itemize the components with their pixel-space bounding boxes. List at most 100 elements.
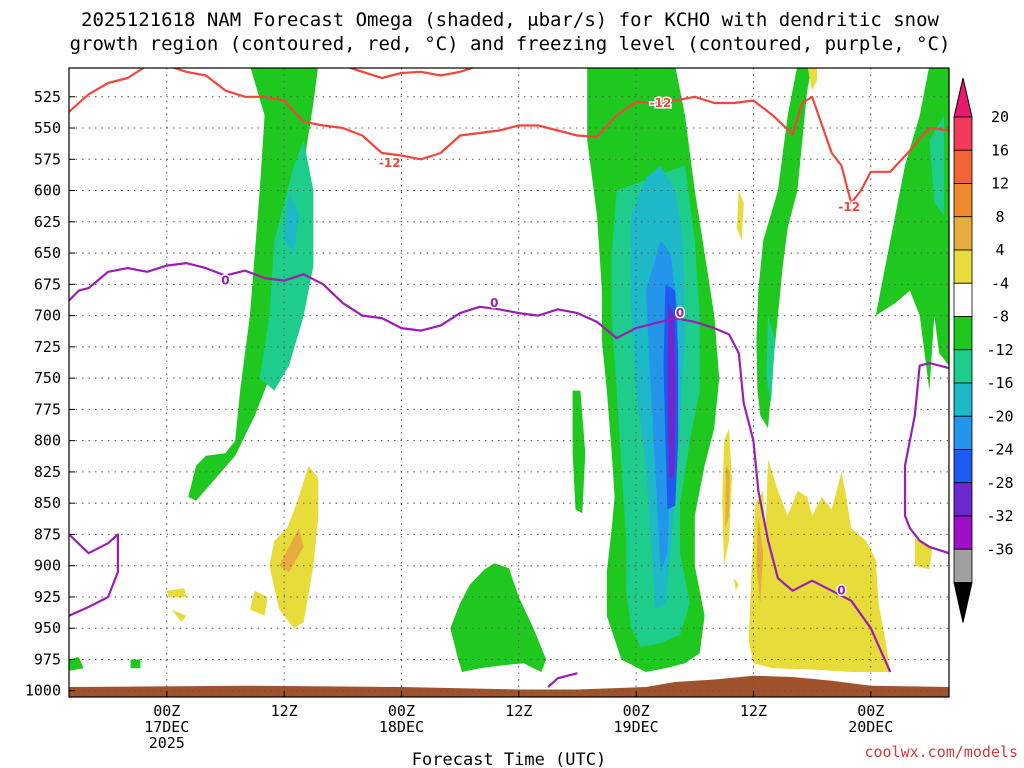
x-tick-label-54-1: 00Z bbox=[623, 702, 650, 720]
colorbar: 20 16 12 8 4 -4 -8 -12 -16 -20 -24 -28 -32 -36 bbox=[953, 77, 1014, 623]
x-tick-label-78-2: 20DEC bbox=[848, 718, 893, 736]
y-tick-label-675: 675 bbox=[34, 275, 61, 293]
omega-4-contour-yellow-downward-motion-region-6 bbox=[807, 68, 817, 91]
colorbar-level-6: -8 bbox=[991, 308, 1009, 326]
omega-4-contour-yellow-downward-motion-region-7 bbox=[736, 190, 744, 241]
colorbar-bin-11 bbox=[953, 482, 973, 517]
colorbar-level-7: -12 bbox=[986, 341, 1013, 359]
omega-4-contour-green-upward-motion-region-1 bbox=[450, 563, 547, 672]
y-tick-label-600: 600 bbox=[34, 182, 61, 200]
y-tick-label-575: 575 bbox=[34, 150, 61, 168]
y-tick-label-650: 650 bbox=[34, 244, 61, 262]
contour-line-layer bbox=[69, 68, 949, 688]
omega-4-contour-green-upward-motion-region-0 bbox=[188, 68, 318, 501]
x-tick-label-66-1: 12Z bbox=[740, 702, 767, 720]
colorbar-bin-13 bbox=[953, 548, 973, 583]
freezing-level-0-c-purple-contour-label-3: 0 bbox=[837, 584, 845, 598]
omega-4-contour-green-upward-motion-region-6 bbox=[69, 657, 84, 671]
pressure-axis: 525 550 575 600 625 650 675 700 725 750 775 800 825 8… bbox=[25, 88, 75, 700]
colorbar-level-9: -20 bbox=[986, 407, 1013, 425]
y-tick-label-700: 700 bbox=[34, 307, 61, 325]
x-tick-label-78-1: 00Z bbox=[857, 702, 884, 720]
plot-frame bbox=[68, 67, 950, 698]
y-tick-label-525: 525 bbox=[34, 88, 61, 106]
y-tick-label-775: 775 bbox=[34, 400, 61, 418]
y-tick-label-800: 800 bbox=[34, 432, 61, 450]
colorbar-level-8: -16 bbox=[986, 374, 1013, 392]
colorbar-level-2: 12 bbox=[991, 175, 1009, 193]
omega-4-contour-yellow-downward-motion-region-5 bbox=[748, 459, 891, 672]
colorbar-bin-0 bbox=[953, 116, 973, 151]
y-tick-label-750: 750 bbox=[34, 369, 61, 387]
colorbar-level-4: 4 bbox=[995, 241, 1004, 259]
omega-8-contour-orange-region-2 bbox=[756, 515, 764, 604]
colorbar-bin-4 bbox=[953, 249, 973, 284]
chart-title-line1: 2025121618 NAM Forecast Omega (shaded, μ… bbox=[81, 9, 939, 31]
colorbar-level-5: -4 bbox=[991, 274, 1009, 292]
colorbar-bin-5 bbox=[953, 282, 973, 317]
colorbar-bin-1 bbox=[953, 149, 973, 184]
x-tick-label-6-3: 2025 bbox=[149, 734, 185, 752]
omega-4-contour-yellow-downward-motion-region-8 bbox=[733, 578, 739, 591]
omega-8-contour-teal-region-2 bbox=[766, 315, 775, 404]
dendritic-growth-12-c-red-contour-label-2: -12 bbox=[838, 200, 860, 214]
colorbar-level-10: -24 bbox=[986, 441, 1013, 459]
freezing-level-0-c-purple-contour-right-segment-line bbox=[903, 362, 949, 555]
omega-4-contour-green-upward-motion-region-7 bbox=[130, 659, 141, 669]
dendritic-growth-12-c-red-contour-top-segment-line bbox=[346, 68, 476, 80]
x-tick-label-54-2: 19DEC bbox=[614, 718, 659, 736]
dendritic-growth-12-c-red-contour-label-1: -12 bbox=[650, 96, 672, 110]
omega-4-contour-green-upward-motion-region-3 bbox=[572, 390, 586, 514]
omega-8-contour-orange-region-0 bbox=[279, 528, 304, 572]
colorbar-level-0: 20 bbox=[991, 108, 1009, 126]
y-tick-label-625: 625 bbox=[34, 213, 61, 231]
y-tick-label-850: 850 bbox=[34, 494, 61, 512]
y-tick-label-550: 550 bbox=[34, 119, 61, 137]
colorbar-bin-10 bbox=[953, 449, 973, 484]
y-tick-label-900: 900 bbox=[34, 557, 61, 575]
chart-title-line2: growth region (contoured, red, °C) and f… bbox=[70, 33, 951, 55]
credit-text: coolwx.com/models bbox=[864, 743, 1018, 761]
colorbar-bin-6 bbox=[953, 316, 973, 351]
freezing-level-0-c-purple-contour-small-near-surface-loop-line bbox=[547, 672, 578, 688]
omega-4-contour-yellow-downward-motion-region-3 bbox=[171, 609, 187, 622]
dendritic-growth-12-c-red-contour-line bbox=[69, 68, 949, 205]
colorbar-bin-12 bbox=[953, 515, 973, 550]
colorbar-level-1: 16 bbox=[991, 141, 1009, 159]
x-axis-title: Forecast Time (UTC) bbox=[412, 750, 606, 768]
contour-label-layer: -12 -12 -12 0 0 0 0 bbox=[220, 95, 862, 600]
colorbar-level-12: -32 bbox=[986, 507, 1013, 525]
omega-8-contour-orange-region-1 bbox=[725, 465, 730, 529]
colorbar-bin-7 bbox=[953, 349, 973, 384]
y-tick-label-925: 925 bbox=[34, 588, 61, 606]
omega-4-contour-yellow-downward-motion-region-2 bbox=[166, 588, 187, 597]
x-tick-label-18-1: 12Z bbox=[271, 702, 298, 720]
dendritic-growth-12-c-red-contour-label-0: -12 bbox=[379, 156, 401, 170]
omega-8-contour-teal-region-0 bbox=[259, 140, 314, 391]
y-tick-label-725: 725 bbox=[34, 338, 61, 356]
colorbar-level-11: -28 bbox=[986, 474, 1013, 492]
colorbar-bin-8 bbox=[953, 382, 973, 417]
colorbar-bottom-arrow bbox=[953, 582, 973, 623]
freezing-level-0-c-purple-contour-left-low-segment-line bbox=[69, 533, 120, 617]
x-tick-label-42-1: 12Z bbox=[505, 702, 532, 720]
freezing-level-0-c-purple-contour-label-2: 0 bbox=[676, 306, 684, 320]
colorbar-level-3: 8 bbox=[995, 208, 1004, 226]
y-tick-label-950: 950 bbox=[34, 619, 61, 637]
omega-fill-layer bbox=[69, 68, 949, 697]
colorbar-bin-9 bbox=[953, 415, 973, 450]
x-tick-label-6-1: 00Z bbox=[153, 702, 180, 720]
x-tick-label-30-1: 00Z bbox=[388, 702, 415, 720]
colorbar-level-13: -36 bbox=[986, 540, 1013, 558]
y-tick-label-1000: 1000 bbox=[25, 682, 61, 700]
terrain-surface bbox=[69, 675, 949, 697]
freezing-level-0-c-purple-contour-label-1: 0 bbox=[490, 296, 498, 310]
freezing-level-0-c-purple-contour-label-0: 0 bbox=[221, 274, 229, 288]
colorbar-bin-2 bbox=[953, 183, 973, 218]
y-tick-label-975: 975 bbox=[34, 650, 61, 668]
colorbar-bin-3 bbox=[953, 216, 973, 251]
freezing-level-0-c-purple-contour-line bbox=[69, 262, 892, 673]
x-tick-label-6-2: 17DEC bbox=[144, 718, 189, 736]
